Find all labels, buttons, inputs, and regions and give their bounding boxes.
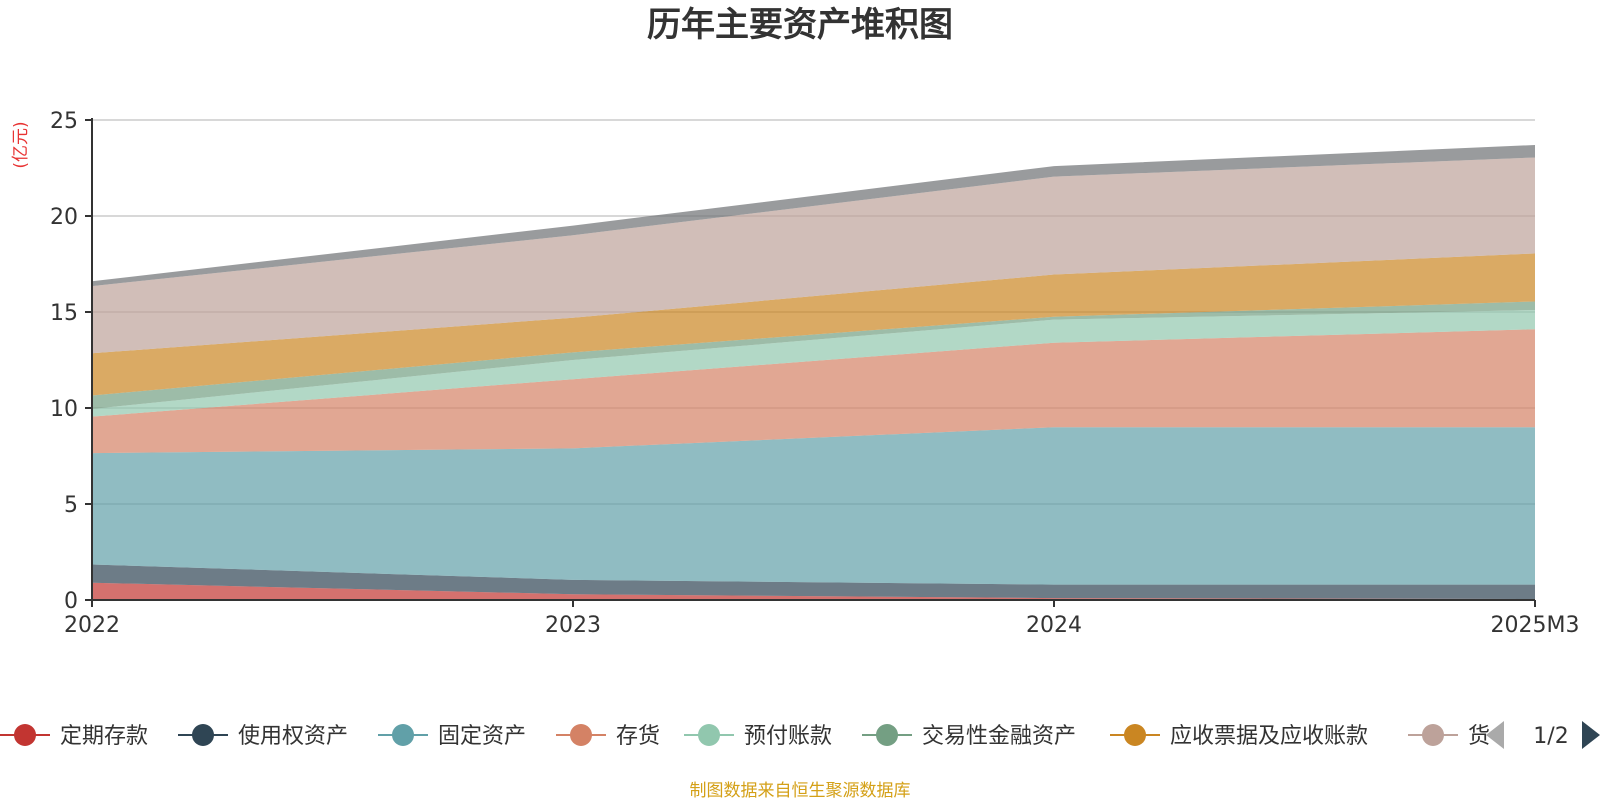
- area-series-1: [92, 564, 1535, 600]
- y-tick-label: 10: [50, 397, 78, 422]
- legend-label: 交易性金融资产: [922, 724, 1076, 749]
- data-source-note: 制图数据来自恒生聚源数据库: [690, 781, 911, 800]
- x-tick-label: 2023: [545, 613, 601, 638]
- legend-marker: [1124, 724, 1146, 746]
- legend-item[interactable]: 存货: [556, 724, 660, 749]
- legend-label: 使用权资产: [238, 724, 348, 749]
- legend-marker: [570, 724, 592, 746]
- legend-item[interactable]: 使用权资产: [178, 724, 348, 749]
- legend-item[interactable]: 货: [1408, 724, 1490, 749]
- x-tick-label: 2022: [64, 613, 120, 638]
- area-series-5: [92, 301, 1535, 409]
- area-series-7: [92, 157, 1535, 354]
- area-series-0: [92, 582, 1535, 600]
- y-tick-label: 25: [50, 109, 78, 134]
- legend-marker: [876, 724, 898, 746]
- y-axis-label: (亿元): [11, 121, 31, 168]
- area-series-2: [92, 427, 1535, 585]
- area-series-6: [92, 253, 1535, 396]
- legend-label: 存货: [616, 724, 660, 749]
- y-tick-label: 5: [64, 493, 78, 518]
- area-series-group: [92, 144, 1535, 600]
- legend-label: 货: [1468, 724, 1490, 749]
- legend-label: 预付账款: [744, 724, 832, 749]
- legend-item[interactable]: 定期存款: [0, 724, 148, 749]
- y-tick-label: 20: [50, 205, 78, 230]
- triangle-right-icon[interactable]: [1582, 721, 1600, 749]
- legend-marker: [192, 724, 214, 746]
- legend-item[interactable]: 交易性金融资产: [862, 724, 1076, 749]
- area-series-8: [92, 144, 1535, 287]
- legend-marker: [1422, 724, 1444, 746]
- y-tick-label: 15: [50, 301, 78, 326]
- legend-page-indicator: 1/2: [1533, 724, 1568, 749]
- x-tick-label: 2024: [1026, 613, 1082, 638]
- legend-marker: [14, 724, 36, 746]
- area-series-4: [92, 310, 1535, 417]
- legend-item[interactable]: 应收票据及应收账款: [1110, 724, 1368, 749]
- legend-label: 应收票据及应收账款: [1170, 724, 1368, 749]
- y-tick-label: 0: [64, 589, 78, 614]
- x-tick-label: 2025M3: [1491, 613, 1580, 638]
- legend-marker: [392, 724, 414, 746]
- axes: 0 5 10 15 20 25 2022 2023 2024 2025M3: [50, 109, 1579, 638]
- chart-title: 历年主要资产堆积图: [647, 5, 953, 45]
- legend-label: 固定资产: [438, 724, 526, 749]
- legend-items: 定期存款 使用权资产 固定资产 存货 预付账款 交易性金融资产 应收票据及应收账款 货: [0, 724, 1490, 749]
- area-series-3: [92, 329, 1535, 454]
- triangle-left-icon[interactable]: [1486, 721, 1504, 749]
- legend-item[interactable]: 预付账款: [684, 724, 832, 749]
- legend-label: 定期存款: [60, 724, 148, 749]
- legend-marker: [698, 724, 720, 746]
- legend: 定期存款 使用权资产 固定资产 存货 预付账款 交易性金融资产 应收票据及应收账款 货 1/2: [0, 721, 1600, 749]
- legend-item[interactable]: 固定资产: [378, 724, 526, 749]
